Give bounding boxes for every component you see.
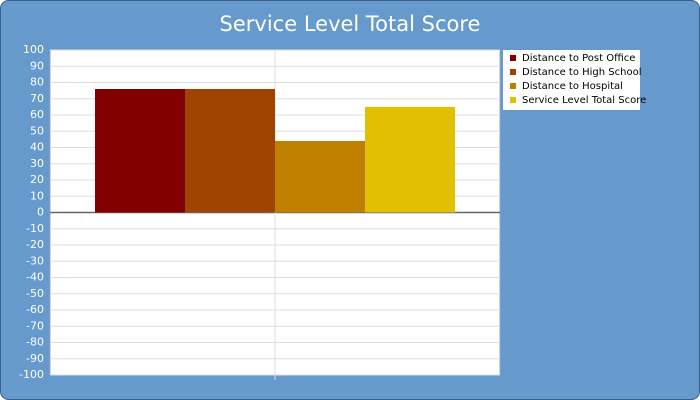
y-tick-label: -10 <box>26 222 44 235</box>
y-tick-label: -80 <box>26 336 44 349</box>
bar <box>95 89 185 213</box>
legend-label: Service Level Total Score <box>522 95 646 106</box>
y-tick-label: 40 <box>30 141 44 154</box>
legend-label: Distance to Hospital <box>522 81 623 92</box>
y-tick-label: -60 <box>26 303 44 316</box>
legend-label: Distance to Post Office <box>522 53 635 64</box>
y-tick-label: 80 <box>30 76 44 89</box>
legend-label: Distance to High School <box>522 67 641 78</box>
y-tick-label: -40 <box>26 271 44 284</box>
y-tick-label: -70 <box>26 319 44 332</box>
y-tick-label: 90 <box>30 59 44 72</box>
legend-swatch <box>510 97 516 103</box>
legend-swatch <box>510 55 516 61</box>
bar <box>275 141 365 213</box>
bar <box>185 89 275 213</box>
legend-swatch <box>510 83 516 89</box>
y-tick-label: 0 <box>37 206 44 219</box>
y-tick-label: 100 <box>23 43 44 56</box>
y-tick-label: 50 <box>30 124 44 137</box>
y-tick-label: 10 <box>30 189 44 202</box>
y-tick-label: -30 <box>26 254 44 267</box>
y-tick-label: -90 <box>26 352 44 365</box>
y-tick-label: 20 <box>30 173 44 186</box>
bar <box>365 106 455 213</box>
y-tick-label: -20 <box>26 238 44 251</box>
chart-title: Service Level Total Score <box>220 12 481 36</box>
y-tick-label: 30 <box>30 157 44 170</box>
y-tick-label: -50 <box>26 287 44 300</box>
y-tick-label: 60 <box>30 108 44 121</box>
legend-swatch <box>510 69 516 75</box>
y-tick-label: 70 <box>30 92 44 105</box>
y-tick-label: -100 <box>19 368 44 381</box>
legend <box>503 50 640 110</box>
